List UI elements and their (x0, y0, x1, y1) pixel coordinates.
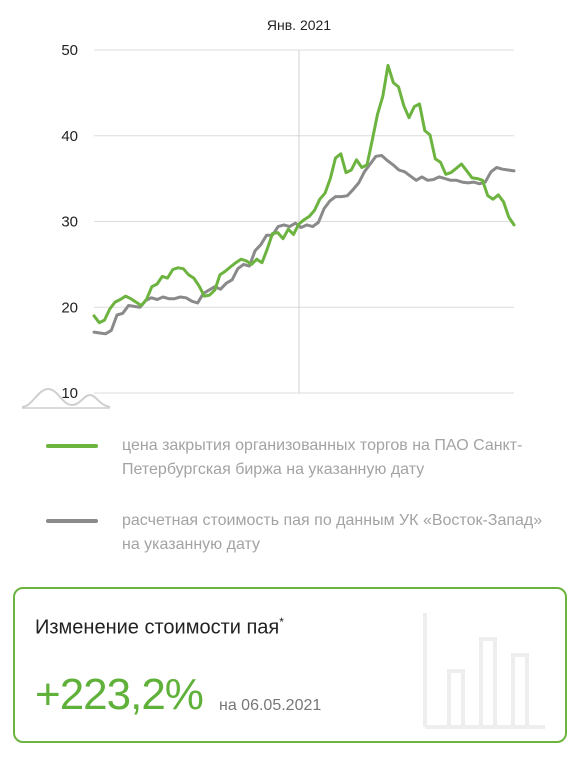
footnote-mark: * (279, 615, 284, 629)
y-tick-label: 10 (61, 385, 78, 402)
legend-item-unit-value: расчетная стоимость пая по данным УК «Во… (46, 509, 566, 557)
legend-item-spb-price: цена закрытия организованных торгов на П… (46, 434, 566, 482)
change-percentage: +223,2% (35, 670, 204, 719)
y-tick-label: 20 (61, 299, 78, 316)
legend-swatch-green (46, 444, 98, 448)
legend-label: цена закрытия организованных торгов на П… (122, 437, 523, 478)
card-title: Изменение стоимости пая* (35, 615, 284, 640)
legend-label: расчетная стоимость пая по данным УК «Во… (122, 512, 543, 553)
y-axis-labels: 50 40 30 20 10 (61, 42, 78, 402)
chart-legend: цена закрытия организованных торгов на П… (46, 434, 566, 584)
y-tick-label: 30 (61, 214, 78, 231)
y-tick-label: 50 (61, 42, 78, 59)
x-annotation-label: Янв. 2021 (267, 17, 331, 33)
y-tick-label: 40 (61, 128, 78, 145)
spb-price-line (92, 63, 516, 325)
card-title-text: Изменение стоимости пая (35, 616, 280, 639)
legend-swatch-gray (46, 519, 98, 523)
as-of-date: на 06.05.2021 (219, 697, 322, 714)
price-chart: 50 40 30 20 10 Янв. 2021 (21, 17, 516, 409)
unit-value-change-card: Изменение стоимости пая* +223,2% на 06.0… (13, 587, 567, 743)
bar-chart-icon (423, 613, 545, 729)
unit-value-line (92, 154, 516, 336)
distribution-icon (21, 387, 111, 408)
series-layer (92, 63, 516, 336)
